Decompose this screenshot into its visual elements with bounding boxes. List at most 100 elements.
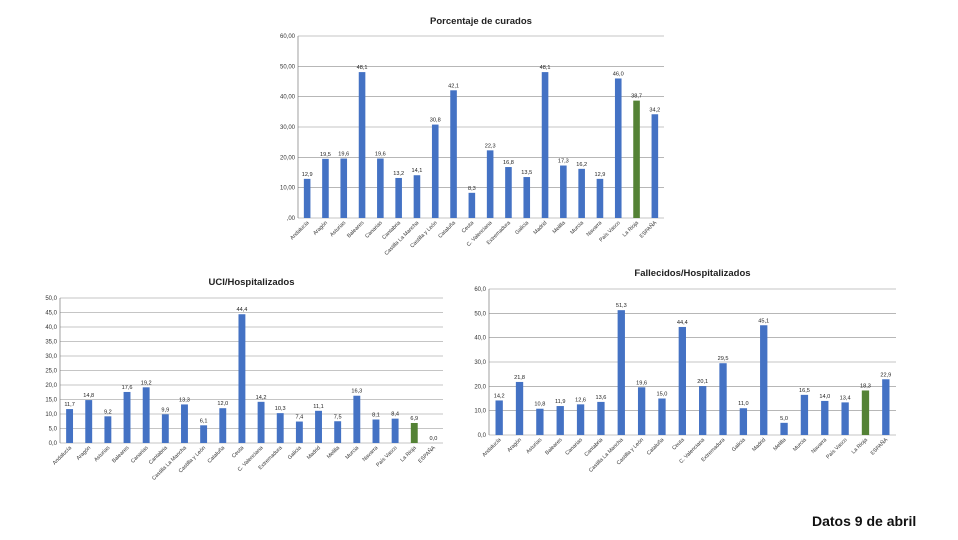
bar-value-label: 9,2 xyxy=(104,409,112,415)
bar xyxy=(560,165,567,218)
y-tick-label: 45,0 xyxy=(45,311,57,317)
bar-value-label: 19,6 xyxy=(375,152,386,158)
category-label: Andalucía xyxy=(289,220,310,241)
bar xyxy=(161,414,169,443)
bar xyxy=(303,178,311,218)
category-label: Asturias xyxy=(525,437,543,455)
bar-value-label: 21,8 xyxy=(514,375,525,381)
bar-value-label: 11,9 xyxy=(555,399,565,405)
bar-value-label: 12,6 xyxy=(575,397,586,403)
bar xyxy=(468,192,476,218)
bar xyxy=(719,363,727,435)
category-label: Madrid xyxy=(751,437,767,453)
bar xyxy=(841,402,849,435)
bar-value-label: 44,4 xyxy=(236,307,247,313)
bar xyxy=(505,167,512,218)
y-tick-label: 20,00 xyxy=(280,155,296,161)
bar-value-label: 5,0 xyxy=(780,416,788,422)
bar xyxy=(238,314,246,443)
y-tick-label: 20,0 xyxy=(474,384,486,390)
bar-value-label: 17,6 xyxy=(122,385,133,391)
category-label: Castilla La Mancha xyxy=(151,445,188,482)
bar xyxy=(760,325,768,435)
category-label: Aragón xyxy=(506,437,523,454)
category-label: Asturias xyxy=(329,220,347,238)
bar-value-label: 6,9 xyxy=(410,416,418,422)
bar-value-label: 46,0 xyxy=(613,71,624,77)
bar xyxy=(334,421,342,443)
bar xyxy=(536,408,544,435)
bar-value-label: 13,3 xyxy=(179,397,190,403)
bar xyxy=(596,178,604,218)
category-label: Andalucía xyxy=(52,445,73,466)
bar-value-label: 38,7 xyxy=(631,94,642,100)
bar xyxy=(276,413,284,443)
chart-title: UCI/Hospitalizados xyxy=(208,277,294,288)
bar-value-label: 13,6 xyxy=(595,395,606,401)
bar-value-label: 0,0 xyxy=(430,436,438,442)
chart-uci: UCI/Hospitalizados 0,0 5,0 10,0 15,0 20,0 25,0… xyxy=(30,270,455,482)
y-tick-label: 0,0 xyxy=(49,441,58,447)
bar-value-label: 19,6 xyxy=(338,152,349,158)
bar xyxy=(861,390,870,435)
category-label: ESPAÑA xyxy=(417,444,437,464)
bar-value-label: 14,0 xyxy=(819,394,830,400)
bar-value-label: 15,0 xyxy=(657,392,668,398)
bar-value-label: 13,5 xyxy=(521,170,532,176)
bar xyxy=(181,404,188,443)
category-label: Cataluña xyxy=(437,220,457,240)
bar-value-label: 16,3 xyxy=(351,389,362,395)
category-label: Ceuta xyxy=(461,220,475,234)
bar-value-label: 48,1 xyxy=(357,65,368,71)
bar xyxy=(123,391,131,443)
category-label: País Vasco xyxy=(825,437,848,460)
bar xyxy=(576,404,585,435)
category-label: ESPAÑA xyxy=(869,436,889,456)
y-tick-label: 10,0 xyxy=(45,412,57,418)
category-label: Navarra xyxy=(586,220,604,238)
y-tick-label: 25,0 xyxy=(45,369,57,375)
bar-value-label: 8,1 xyxy=(372,413,380,419)
bar xyxy=(413,175,421,218)
bar xyxy=(617,310,625,435)
bar xyxy=(739,408,748,435)
bar-value-label: 30,8 xyxy=(430,118,441,124)
bar-value-label: 17,3 xyxy=(558,159,569,165)
bar-value-label: 42,1 xyxy=(448,83,459,89)
bar-value-label: 16,5 xyxy=(799,388,810,394)
y-tick-label: 50,0 xyxy=(45,296,57,302)
category-label: Melilla xyxy=(552,220,567,235)
y-tick-label: 60,00 xyxy=(280,34,296,40)
bar xyxy=(678,326,686,435)
bar-value-label: 19,5 xyxy=(320,152,331,158)
category-label: Baleares xyxy=(111,445,131,465)
bar-value-label: 13,2 xyxy=(393,171,404,177)
category-label: Cataluña xyxy=(646,437,666,457)
bar xyxy=(541,72,549,218)
bar-value-label: 14,1 xyxy=(412,168,423,174)
bar xyxy=(614,78,622,218)
bar-value-label: 9,9 xyxy=(161,407,169,413)
bar-value-label: 11,7 xyxy=(64,402,74,408)
y-tick-label: 40,0 xyxy=(474,336,486,342)
bar xyxy=(85,400,93,443)
bar xyxy=(515,381,524,435)
category-label: Cantabria xyxy=(584,437,605,458)
chart-curados-svg: Porcentaje de curados ,00 10,00 20,00 30,00 4… xyxy=(280,16,664,257)
bar-value-label: 14,8 xyxy=(83,393,94,399)
bar xyxy=(882,379,890,435)
bar-value-label: 12,0 xyxy=(217,401,228,407)
category-label: Ceuta xyxy=(671,437,685,451)
category-label: Galicia xyxy=(287,445,303,461)
y-tick-label: 40,0 xyxy=(45,325,57,331)
bar xyxy=(219,408,227,443)
bar-value-label: 11,1 xyxy=(313,404,323,410)
bar xyxy=(142,387,150,443)
bar-value-label: 13,4 xyxy=(840,395,851,401)
y-tick-label: 35,0 xyxy=(45,340,57,346)
y-tick-label: 30,0 xyxy=(45,354,57,360)
chart-title: Porcentaje de curados xyxy=(430,16,532,27)
bar-value-label: 44,4 xyxy=(677,320,688,326)
category-label: Galicia xyxy=(731,437,747,453)
bar xyxy=(821,400,829,435)
